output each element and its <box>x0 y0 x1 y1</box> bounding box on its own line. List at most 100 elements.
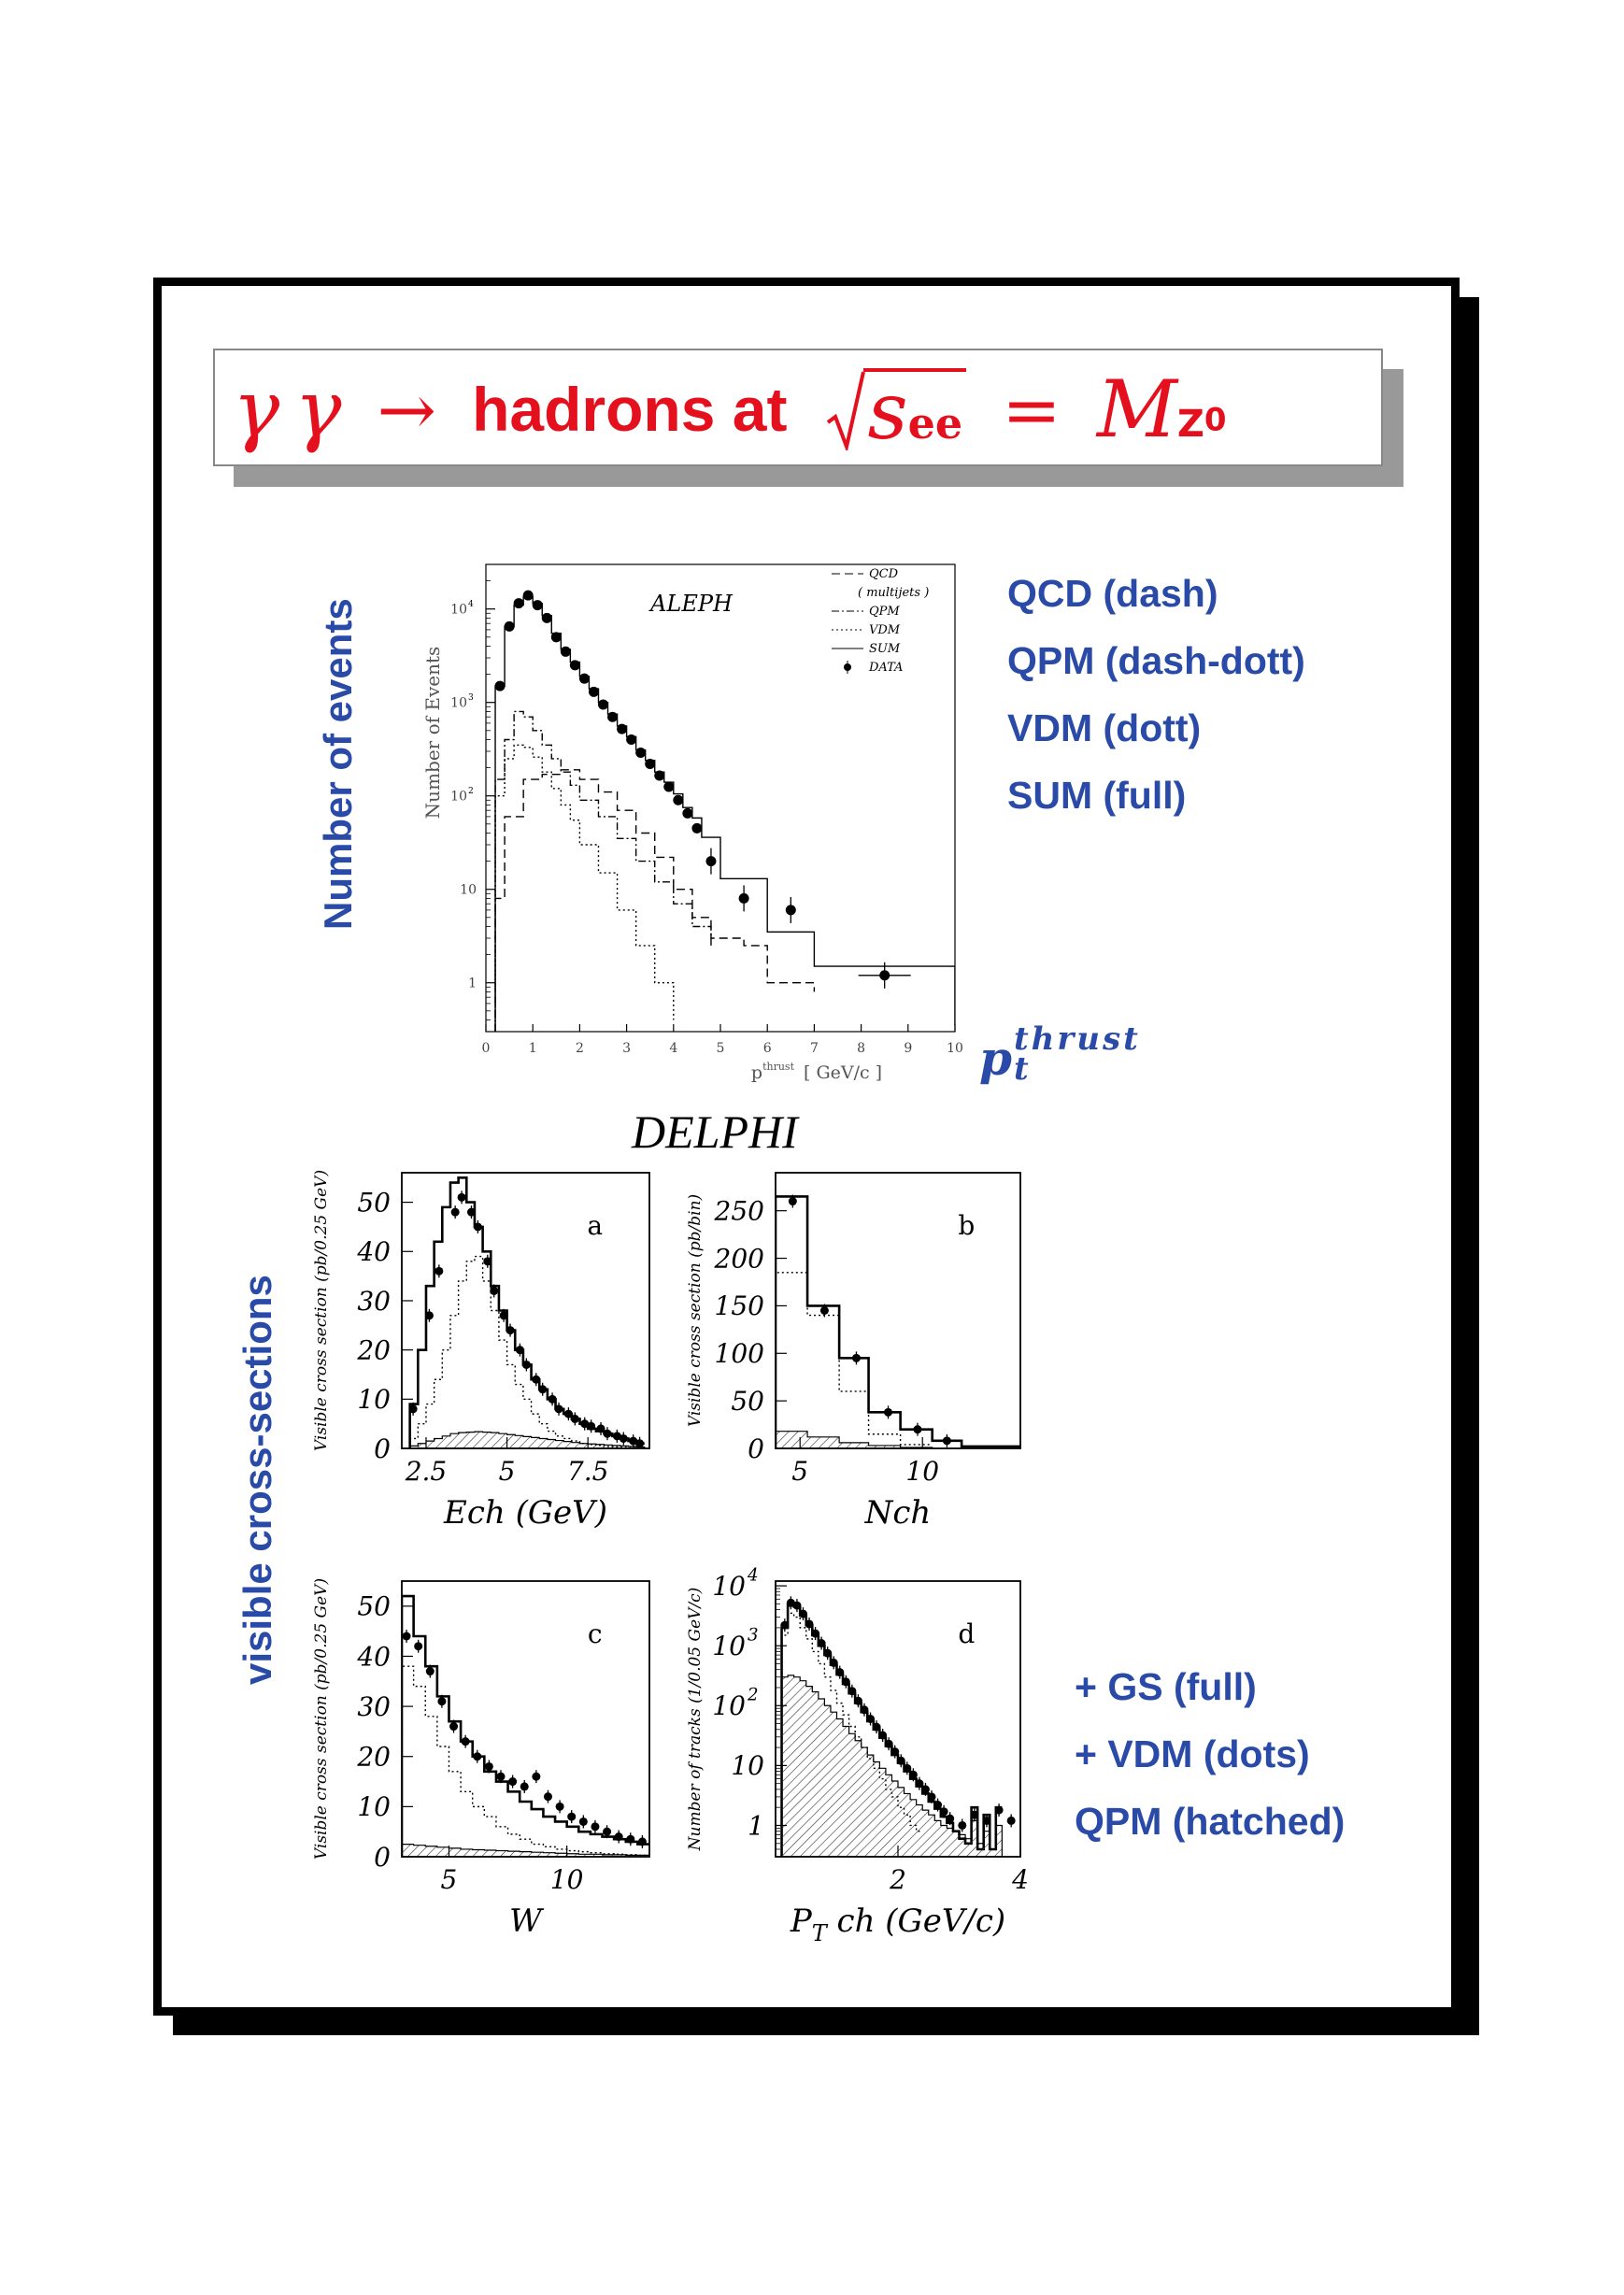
data-point <box>629 1436 638 1446</box>
x-tick-label: 5 <box>499 1456 516 1487</box>
data-point <box>619 1433 628 1443</box>
data-point <box>915 1779 924 1789</box>
data-point <box>982 1816 991 1825</box>
data-point <box>554 1404 563 1414</box>
data-point <box>560 646 571 657</box>
data-point <box>920 1785 930 1794</box>
data-point <box>903 1763 912 1773</box>
x-tick-label: 2.5 <box>405 1456 448 1487</box>
data-point <box>785 905 796 916</box>
data-point <box>532 1375 541 1384</box>
y-tick-label: 10 <box>357 1791 391 1822</box>
data-point <box>829 1658 838 1667</box>
x-axis-label: Nch <box>864 1494 932 1532</box>
x-axis-label-base: P <box>790 1903 813 1940</box>
delphi-label: DELPHI <box>632 1105 798 1158</box>
x-tick-label: 0 <box>482 1041 491 1056</box>
data-point <box>878 1731 888 1740</box>
panel-letter: d <box>958 1618 975 1649</box>
y-tick-label: 0 <box>374 1842 391 1873</box>
data-point <box>521 1360 531 1369</box>
pt-base: p <box>979 1031 1012 1086</box>
y-axis-label: Visible cross section (pb/bin) <box>686 1194 705 1427</box>
data-point <box>484 1761 493 1771</box>
x-tick-label: 5 <box>717 1041 725 1056</box>
y-tick-label: 10 <box>712 1571 746 1602</box>
experiment-label: ALEPH <box>648 591 734 617</box>
x-tick-label: 8 <box>857 1041 865 1056</box>
data-point <box>860 1705 869 1715</box>
panel-letter: b <box>958 1210 975 1241</box>
y-tick-label: 40 <box>356 1641 391 1672</box>
data-point <box>851 1353 861 1362</box>
x-tick-label: 3 <box>622 1041 631 1056</box>
data-point <box>425 1667 434 1676</box>
data-point <box>663 781 675 792</box>
data-point <box>958 1820 967 1830</box>
legend-vdm-dots: + VDM (dots) <box>1075 1732 1310 1775</box>
pt-sup: thrust <box>1013 1020 1141 1058</box>
data-point <box>738 892 749 904</box>
data-point <box>520 1782 529 1791</box>
data-point <box>473 1222 482 1232</box>
y-tick-label: 50 <box>731 1386 764 1417</box>
data-point <box>569 660 580 671</box>
series-qcd <box>494 769 816 1032</box>
data-point <box>457 1192 466 1202</box>
plot-frame <box>401 1580 650 1858</box>
x-tick-label: 4 <box>669 1041 677 1056</box>
data-point <box>538 1385 548 1394</box>
data-point <box>946 1814 955 1823</box>
data-point <box>567 1812 577 1821</box>
series-sum <box>402 1594 649 1857</box>
x-tick-label: 6 <box>763 1041 772 1056</box>
x-axis-label-base: p <box>751 1062 762 1083</box>
data-point <box>637 1837 647 1846</box>
data-point <box>483 1257 492 1266</box>
legend-vdm: VDM (dott) <box>1007 706 1202 749</box>
x-tick-label: 2 <box>576 1041 584 1056</box>
x-axis-label: PT ch (GeV/c) <box>790 1903 1005 1946</box>
y-tick-label: 10 <box>450 790 467 805</box>
legend-label: DATA <box>868 661 903 675</box>
legend-label: VDM <box>869 623 901 637</box>
y-tick-label: 1 <box>748 1810 764 1841</box>
series-qpm <box>409 1431 646 1448</box>
data-point <box>424 1311 434 1320</box>
data-point <box>548 1394 557 1404</box>
data-point <box>913 1425 922 1434</box>
data-point <box>970 1810 979 1819</box>
x-axis-label-sup: thrust <box>762 1061 794 1073</box>
data-point <box>645 758 656 769</box>
x-axis-label: W <box>509 1903 545 1940</box>
x-axis-label-rest: ch (GeV/c) <box>827 1903 1005 1940</box>
x-tick-label: 2 <box>889 1864 906 1895</box>
y-tick-label-sup: 2 <box>468 787 474 796</box>
panel-letter: c <box>588 1618 603 1649</box>
data-point <box>939 1807 948 1817</box>
data-point <box>872 1722 881 1732</box>
x-axis-label-sub: T <box>812 1920 829 1946</box>
y-tick-label-sup: 3 <box>748 1626 759 1646</box>
data-point <box>449 1722 459 1732</box>
y-tick-label: 50 <box>357 1591 391 1622</box>
data-point <box>612 1432 621 1441</box>
title-gamma-2: γ <box>294 363 342 455</box>
data-point <box>614 1832 623 1842</box>
data-point <box>617 723 628 734</box>
data-point <box>434 1266 444 1276</box>
data-point <box>884 1407 893 1417</box>
data-point <box>603 1429 612 1438</box>
y-tick-label-sup: 3 <box>468 693 474 703</box>
y-tick-label: 10 <box>731 1750 764 1781</box>
x-tick-label: 7 <box>810 1041 819 1056</box>
y-axis-label: Visible cross section (pb/0.25 GeV) <box>312 1170 331 1451</box>
y-tick-label: 30 <box>357 1286 391 1317</box>
y-tick-label-sup: 4 <box>747 1565 759 1585</box>
data-point <box>541 612 552 623</box>
legend-qpm-hatched: QPM (hatched) <box>1075 1800 1346 1843</box>
data-point <box>866 1715 876 1723</box>
y-tick-label-sup: 4 <box>468 600 474 609</box>
data-point <box>578 673 590 684</box>
